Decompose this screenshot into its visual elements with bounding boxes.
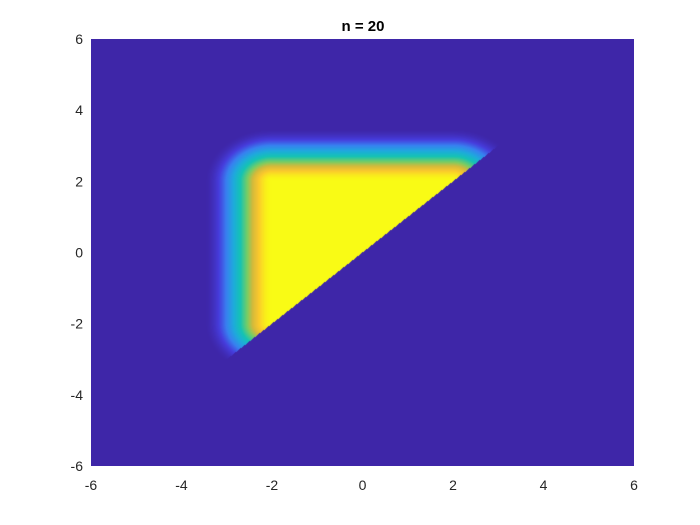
x-axis-ticks: -6 -4 -2 0 2 4 6 (85, 477, 638, 493)
y-tick-label: -2 (71, 316, 84, 332)
x-tick-label: -2 (266, 477, 279, 493)
y-axis-ticks: -6 -4 -2 0 2 4 6 (71, 31, 84, 474)
plot-area (91, 39, 634, 466)
heatmap-image (91, 39, 634, 466)
chart-title: n = 20 (342, 18, 385, 35)
y-tick-label: -4 (71, 387, 84, 403)
x-tick-label: -4 (175, 477, 188, 493)
x-tick-label: 0 (359, 477, 367, 493)
y-tick-label: 4 (75, 102, 83, 118)
y-tick-label: -6 (71, 458, 84, 474)
x-tick-label: 4 (540, 477, 548, 493)
x-tick-label: 2 (449, 477, 457, 493)
y-tick-label: 2 (75, 173, 83, 189)
y-tick-label: 0 (75, 245, 83, 261)
x-tick-label: 6 (630, 477, 638, 493)
y-tick-label: 6 (75, 31, 83, 47)
x-tick-label: -6 (85, 477, 98, 493)
